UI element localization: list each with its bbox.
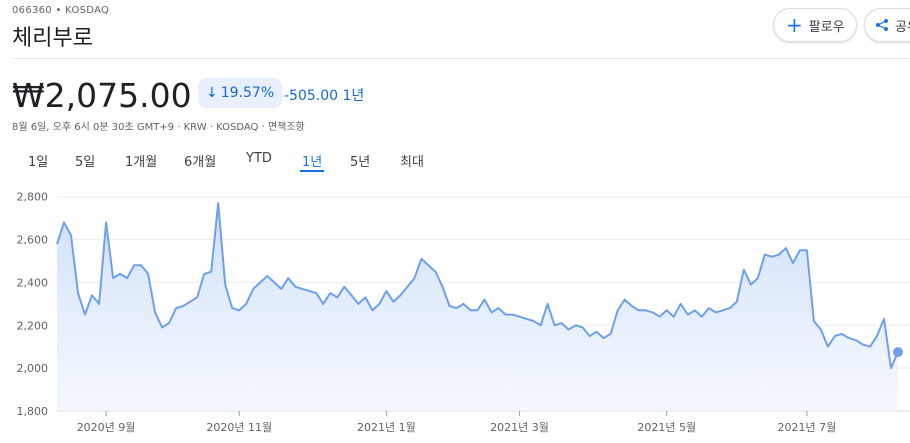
y-tick-label: 2,800: [17, 191, 49, 204]
change-period: 1년: [342, 88, 365, 104]
follow-label: 팔로우: [808, 19, 845, 35]
x-tick-label: 2021년 1월: [357, 421, 416, 434]
change-value: -505.00: [284, 88, 339, 104]
x-tick-label: 2021년 3월: [490, 421, 549, 434]
range-tab[interactable]: 5년: [350, 155, 371, 170]
last-point: [893, 347, 903, 358]
share-icon: [876, 19, 888, 31]
y-tick-label: 2,200: [17, 319, 49, 332]
y-tick-label: 2,600: [17, 234, 49, 247]
x-tick-label: 2021년 5월: [637, 421, 696, 434]
range-tab[interactable]: YTD: [246, 151, 272, 166]
y-tick-label: 2,000: [17, 362, 49, 375]
stock-name: 체리부로: [12, 26, 93, 51]
range-tab[interactable]: 6개월: [184, 155, 217, 170]
change-badge: ↓ 19.57%: [198, 78, 283, 108]
area-fill: [57, 203, 898, 411]
follow-button[interactable]: + 팔로우: [773, 8, 857, 42]
range-tab[interactable]: 1년: [302, 155, 323, 170]
timestamp-text: 8월 6일, 오후 6시 0분 30초 GMT+9 · KRW · KOSDAQ…: [12, 122, 268, 133]
timestamp: 8월 6일, 오후 6시 0분 30초 GMT+9 · KRW · KOSDAQ…: [12, 118, 305, 133]
range-tab[interactable]: 1개월: [125, 155, 158, 170]
change: -505.00 1년: [284, 85, 364, 105]
y-tick-label: 1,800: [17, 405, 49, 418]
tab-underline: [300, 170, 324, 172]
range-tab[interactable]: 5일: [75, 155, 96, 170]
price: ₩2,075.00: [12, 76, 192, 115]
change-percent: 19.57%: [220, 85, 275, 101]
share-button[interactable]: 공유: [864, 8, 910, 42]
y-tick-label: 2,400: [17, 276, 49, 289]
price-line: [56, 202, 899, 370]
x-tick-label: 2020년 9월: [77, 421, 136, 434]
x-tick-label: 2021년 7월: [778, 421, 837, 434]
share-label: 공유: [895, 19, 910, 35]
x-tick-label: 2020년 11월: [206, 421, 272, 434]
range-tab[interactable]: 1일: [28, 155, 49, 170]
range-tab[interactable]: 최대: [400, 155, 424, 170]
disclaimer-link[interactable]: 면책조항: [267, 122, 305, 133]
divider: [12, 58, 910, 59]
ticker: 066360 • KOSDAQ: [12, 5, 110, 16]
